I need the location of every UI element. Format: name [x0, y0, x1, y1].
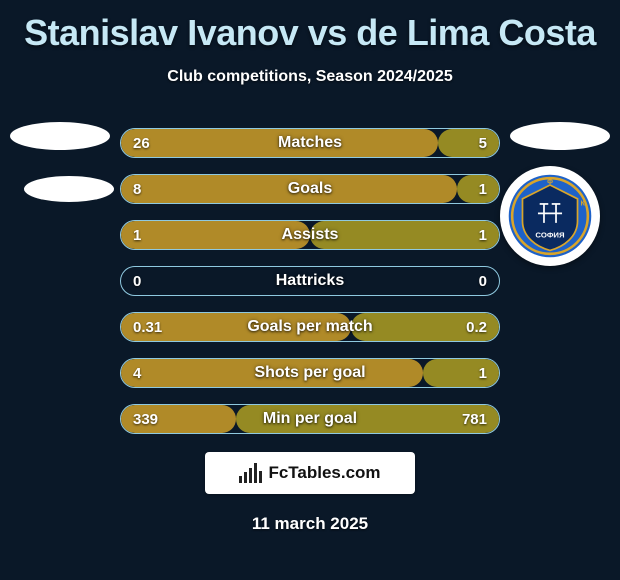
stat-fill-right [351, 313, 499, 341]
stat-row: 0 0Hattricks [120, 266, 500, 296]
stat-fill-right [236, 405, 499, 433]
comparison-subtitle: Club competitions, Season 2024/2025 [0, 68, 620, 86]
stat-rows-container: 265Matches 81Goals 11Assists 0 0Hattricks 0.3… [120, 128, 500, 434]
stat-fill-right [438, 129, 499, 157]
svg-text:СОФИЯ: СОФИЯ [535, 231, 565, 240]
stat-value-left: 0 [133, 267, 141, 295]
site-badge[interactable]: FcTables.com [205, 452, 415, 494]
stat-fill-left [121, 221, 310, 249]
comparison-date: 11 march 2025 [0, 514, 620, 534]
stat-row: 0.310.2Goals per match [120, 312, 500, 342]
stat-fill-right [310, 221, 499, 249]
stat-fill-left [121, 359, 423, 387]
stat-fill-left [121, 405, 236, 433]
comparison-title: Stanislav Ivanov vs de Lima Costa [0, 0, 620, 54]
stat-fill-right [457, 175, 499, 203]
player-photo-left-top-placeholder [10, 122, 110, 150]
bars-icon [239, 463, 262, 483]
club-badge-right: Ф К СОФИЯ [500, 166, 600, 266]
player-photo-right-top-placeholder [510, 122, 610, 150]
stat-value-right: 0 [479, 267, 487, 295]
stat-fill-left [121, 175, 457, 203]
stat-label: Hattricks [121, 267, 499, 295]
stat-row: 41Shots per goal [120, 358, 500, 388]
stat-fill-left [121, 129, 438, 157]
club-crest-icon: Ф К СОФИЯ [507, 173, 593, 259]
svg-text:Ф: Ф [547, 179, 553, 186]
player-photo-left-bottom-placeholder [24, 176, 114, 202]
stat-fill-left [121, 313, 351, 341]
stat-row: 11Assists [120, 220, 500, 250]
site-badge-label: FcTables.com [268, 463, 380, 483]
stat-row: 81Goals [120, 174, 500, 204]
stat-row: 339781Min per goal [120, 404, 500, 434]
stat-row: 265Matches [120, 128, 500, 158]
stat-fill-right [423, 359, 499, 387]
stats-area: Ф К СОФИЯ 265Matches 81Goals 11Assists 0 0Ha… [0, 128, 620, 434]
